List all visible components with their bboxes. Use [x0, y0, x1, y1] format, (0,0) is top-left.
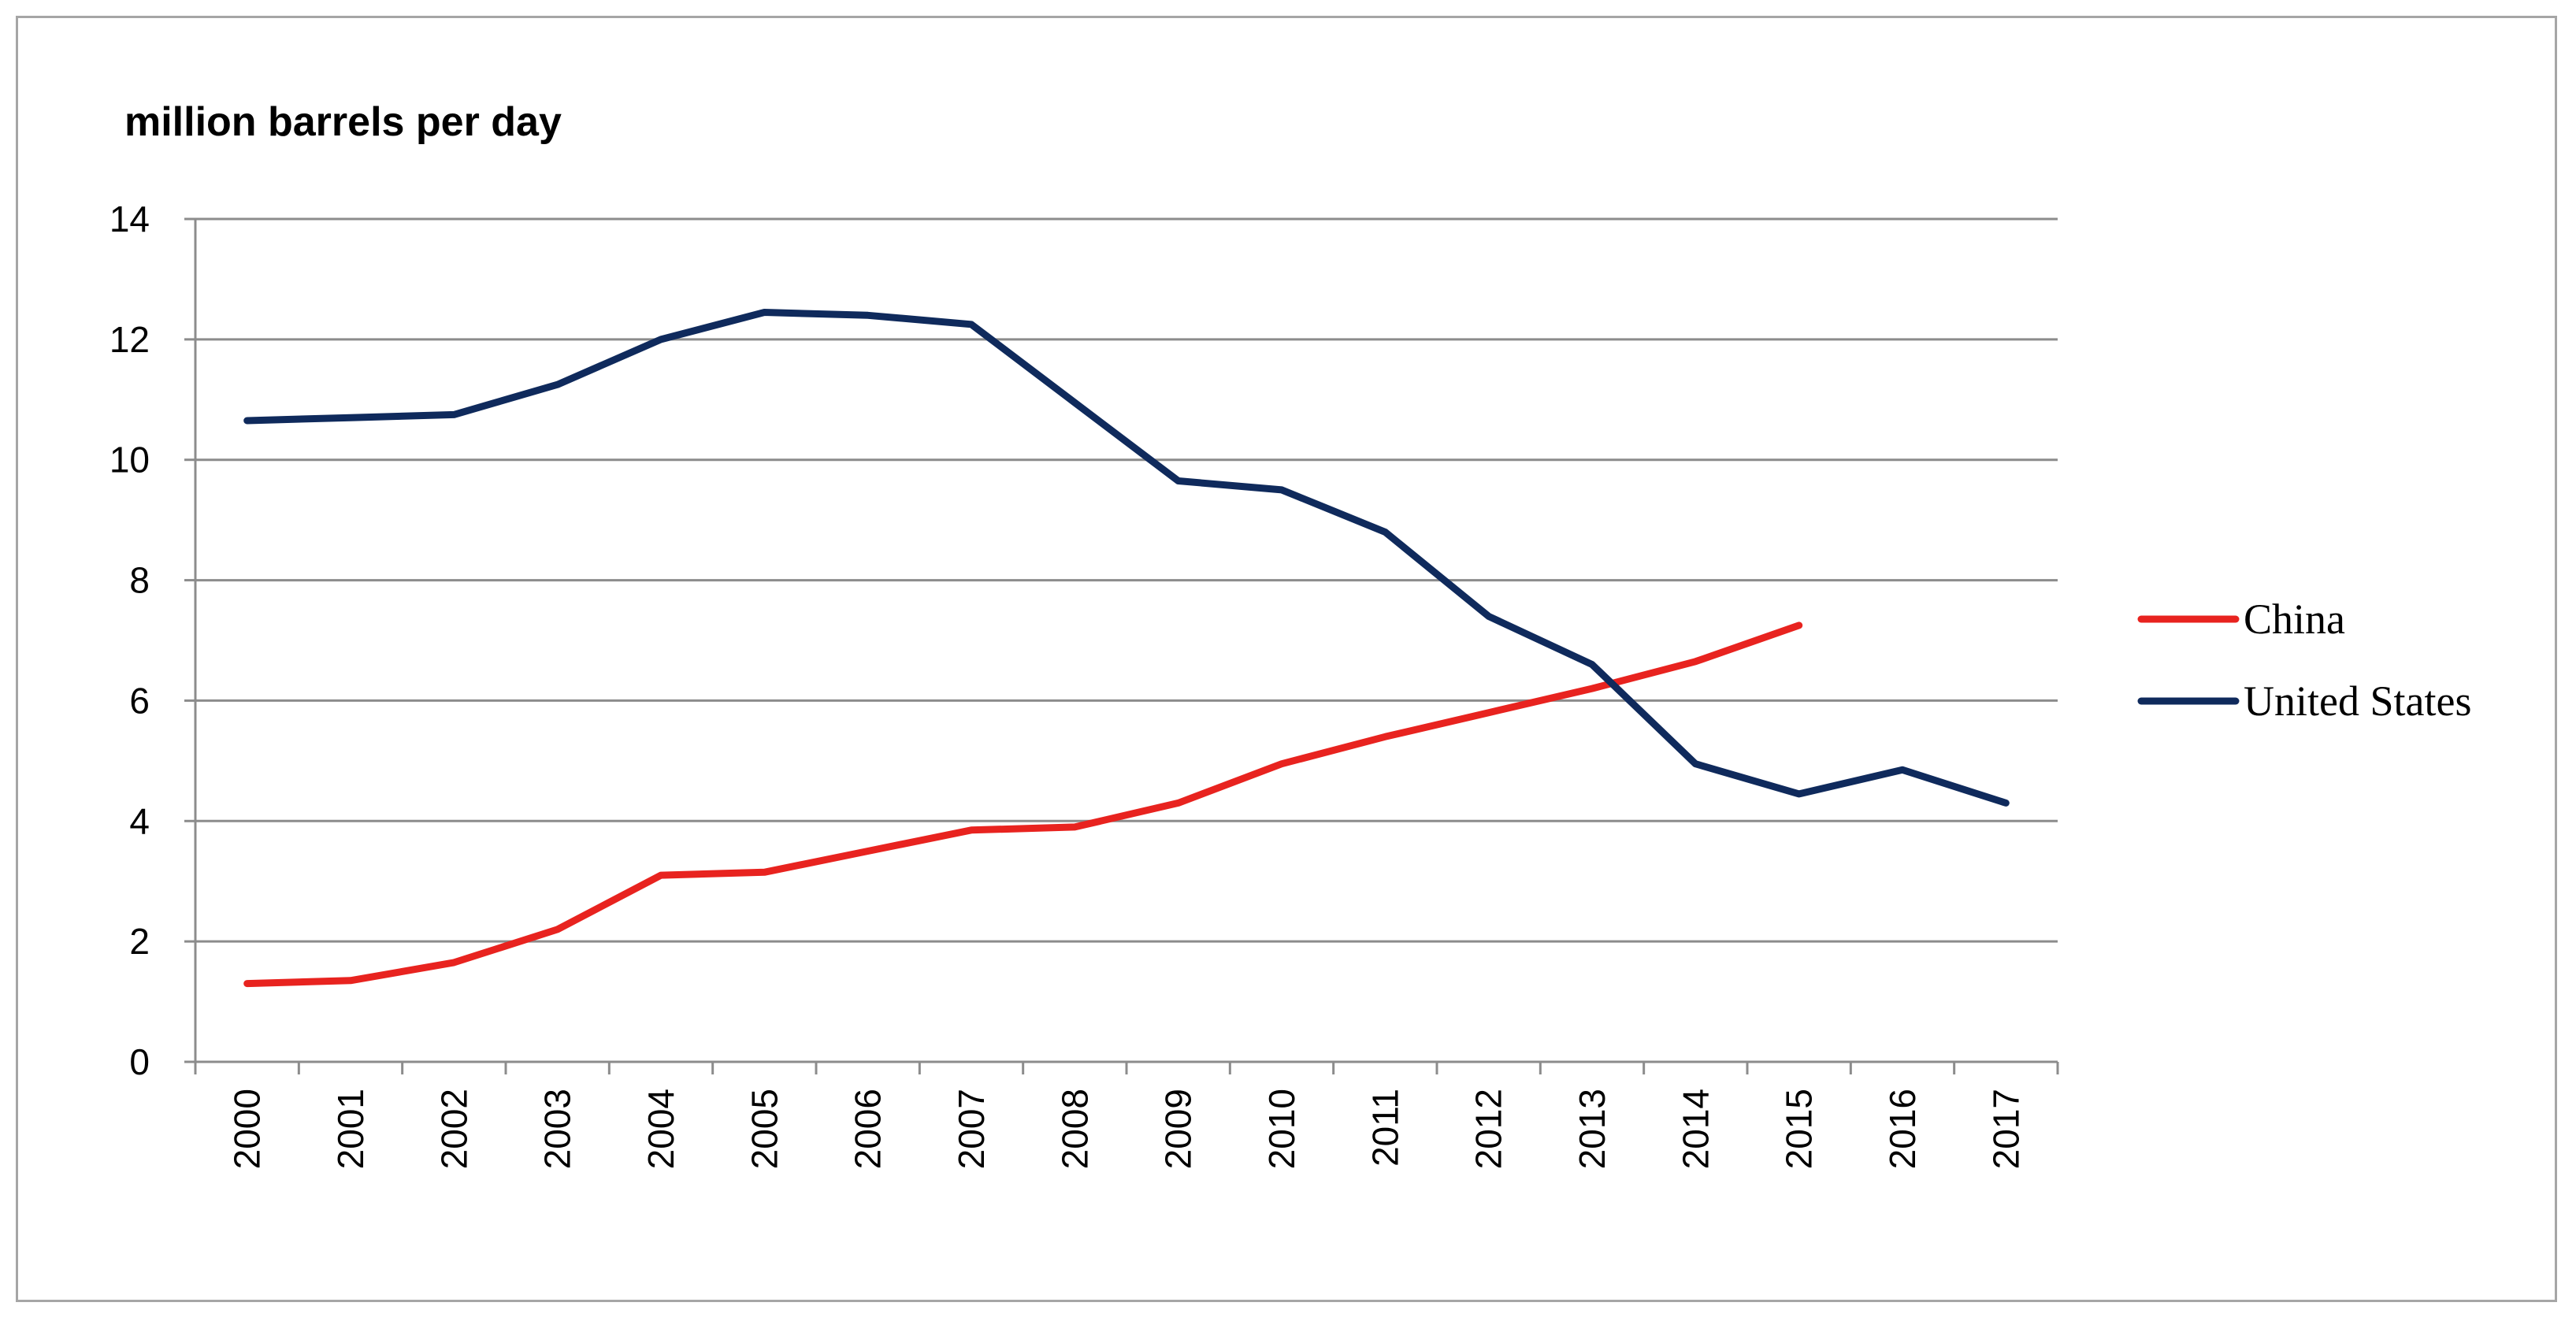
y-tick-label: 2	[129, 921, 150, 962]
x-tick-label: 2013	[1572, 1089, 1613, 1169]
y-axis-label: million barrels per day	[124, 99, 562, 145]
y-tick-label: 6	[129, 680, 150, 721]
x-tick-labels: 2000 2001 2002 2003 2004 2005 2006 2007 2008 2009…	[227, 1089, 2027, 1169]
series-line-china	[243, 622, 1803, 988]
x-tick-label: 2017	[1985, 1089, 2026, 1169]
y-tick-label: 8	[129, 560, 150, 601]
x-tick-label: 2000	[227, 1089, 268, 1169]
x-tick-label: 2003	[537, 1089, 578, 1169]
x-tick-label: 2006	[848, 1089, 889, 1169]
x-tick-label: 2009	[1158, 1089, 1199, 1169]
grid-lines	[195, 217, 2058, 943]
y-tick-label: 10	[109, 440, 150, 481]
x-tick-label: 2001	[330, 1089, 371, 1169]
x-tick-label: 2012	[1468, 1089, 1509, 1169]
series-lines	[243, 309, 2010, 988]
y-tick-label: 14	[109, 199, 150, 239]
x-tick-label: 2007	[951, 1089, 992, 1169]
x-tick-label: 2004	[640, 1089, 681, 1169]
x-tick-label: 2011	[1364, 1089, 1405, 1167]
legend: China United States	[2137, 596, 2471, 725]
x-tick-label: 2015	[1779, 1089, 1820, 1169]
x-tick-label: 2014	[1675, 1089, 1716, 1169]
x-tick-label: 2005	[744, 1089, 785, 1169]
legend-label-united-states: United States	[2244, 677, 2471, 725]
x-tick-label: 2002	[433, 1089, 474, 1169]
chart-frame	[16, 16, 2557, 1302]
x-tick-label: 2008	[1054, 1089, 1095, 1169]
x-tick-label: 2016	[1882, 1089, 1923, 1169]
y-tick-label: 12	[109, 319, 150, 360]
y-tick-labels: 0 2 4 6 8 10 12 14	[109, 199, 150, 1082]
axes	[184, 217, 2059, 1074]
series-line-united-states	[243, 309, 2010, 807]
y-tick-label: 4	[129, 800, 150, 841]
x-tick-label: 2010	[1261, 1089, 1302, 1169]
legend-label-china: China	[2244, 596, 2345, 643]
y-tick-label: 0	[129, 1041, 150, 1082]
